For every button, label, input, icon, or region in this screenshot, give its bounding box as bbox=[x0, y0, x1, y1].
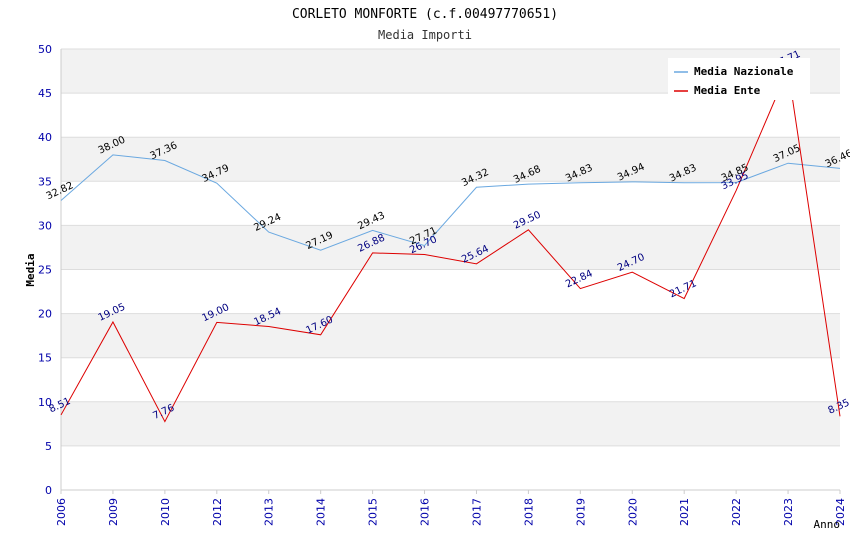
y-tick-label: 40 bbox=[38, 131, 52, 144]
series-lines bbox=[60, 67, 841, 423]
x-tick-label: 2013 bbox=[263, 498, 276, 526]
y-tick-label: 5 bbox=[45, 440, 52, 453]
grid-band bbox=[61, 225, 840, 270]
legend-label-ente: Media Ente bbox=[694, 84, 761, 97]
grid-band bbox=[61, 313, 840, 358]
legend-box bbox=[668, 58, 810, 100]
y-tick-label: 50 bbox=[38, 43, 52, 56]
series-line-nazionale bbox=[60, 154, 841, 251]
x-tick-labels: 2006 2009 2010 2012 2013 2014 2015 2016 2017 2018… bbox=[55, 498, 847, 526]
x-tick-label: 2017 bbox=[470, 498, 483, 526]
x-tick-label: 2024 bbox=[834, 498, 847, 526]
y-tick-label: 35 bbox=[38, 175, 52, 188]
y-tick-label: 20 bbox=[38, 308, 52, 321]
x-axis-label: Anno bbox=[814, 518, 841, 531]
grid-band bbox=[61, 137, 840, 182]
y-tick-labels: 0 5 10 15 20 25 30 35 40 45 50 bbox=[38, 43, 52, 497]
x-tick-label: 2022 bbox=[730, 498, 743, 526]
x-tick-label: 2009 bbox=[107, 498, 120, 526]
axes bbox=[60, 49, 841, 494]
series-line-ente bbox=[60, 67, 841, 423]
y-tick-label: 15 bbox=[38, 352, 52, 365]
chart-title: CORLETO MONFORTE (c.f.00497770651) bbox=[292, 7, 558, 22]
x-tick-label: 2014 bbox=[315, 498, 328, 526]
x-tick-label: 2021 bbox=[678, 498, 691, 526]
x-tick-label: 2010 bbox=[159, 498, 172, 526]
x-tick-label: 2015 bbox=[367, 498, 380, 526]
x-tick-label: 2023 bbox=[782, 498, 795, 526]
y-axis-label: Media bbox=[24, 253, 37, 286]
y-tick-label: 0 bbox=[45, 484, 52, 497]
x-tick-label: 2019 bbox=[574, 498, 587, 526]
y-tick-label: 10 bbox=[38, 396, 52, 409]
x-tick-label: 2020 bbox=[626, 498, 639, 526]
y-tick-label: 25 bbox=[38, 264, 52, 277]
legend: Media Nazionale Media Ente bbox=[668, 58, 810, 100]
y-tick-label: 45 bbox=[38, 87, 52, 100]
chart-subtitle: Media Importi bbox=[378, 28, 472, 42]
grid-band bbox=[61, 401, 840, 446]
gridlines bbox=[61, 48, 840, 491]
x-tick-label: 2016 bbox=[419, 498, 432, 526]
x-tick-label: 2018 bbox=[522, 498, 535, 526]
x-tick-label: 2012 bbox=[211, 498, 224, 526]
data-label-ente: 21.71 bbox=[668, 278, 699, 300]
background-bands bbox=[61, 49, 840, 446]
x-tick-label: 2006 bbox=[55, 498, 68, 526]
legend-label-nazionale: Media Nazionale bbox=[694, 65, 794, 78]
y-tick-label: 30 bbox=[38, 219, 52, 232]
